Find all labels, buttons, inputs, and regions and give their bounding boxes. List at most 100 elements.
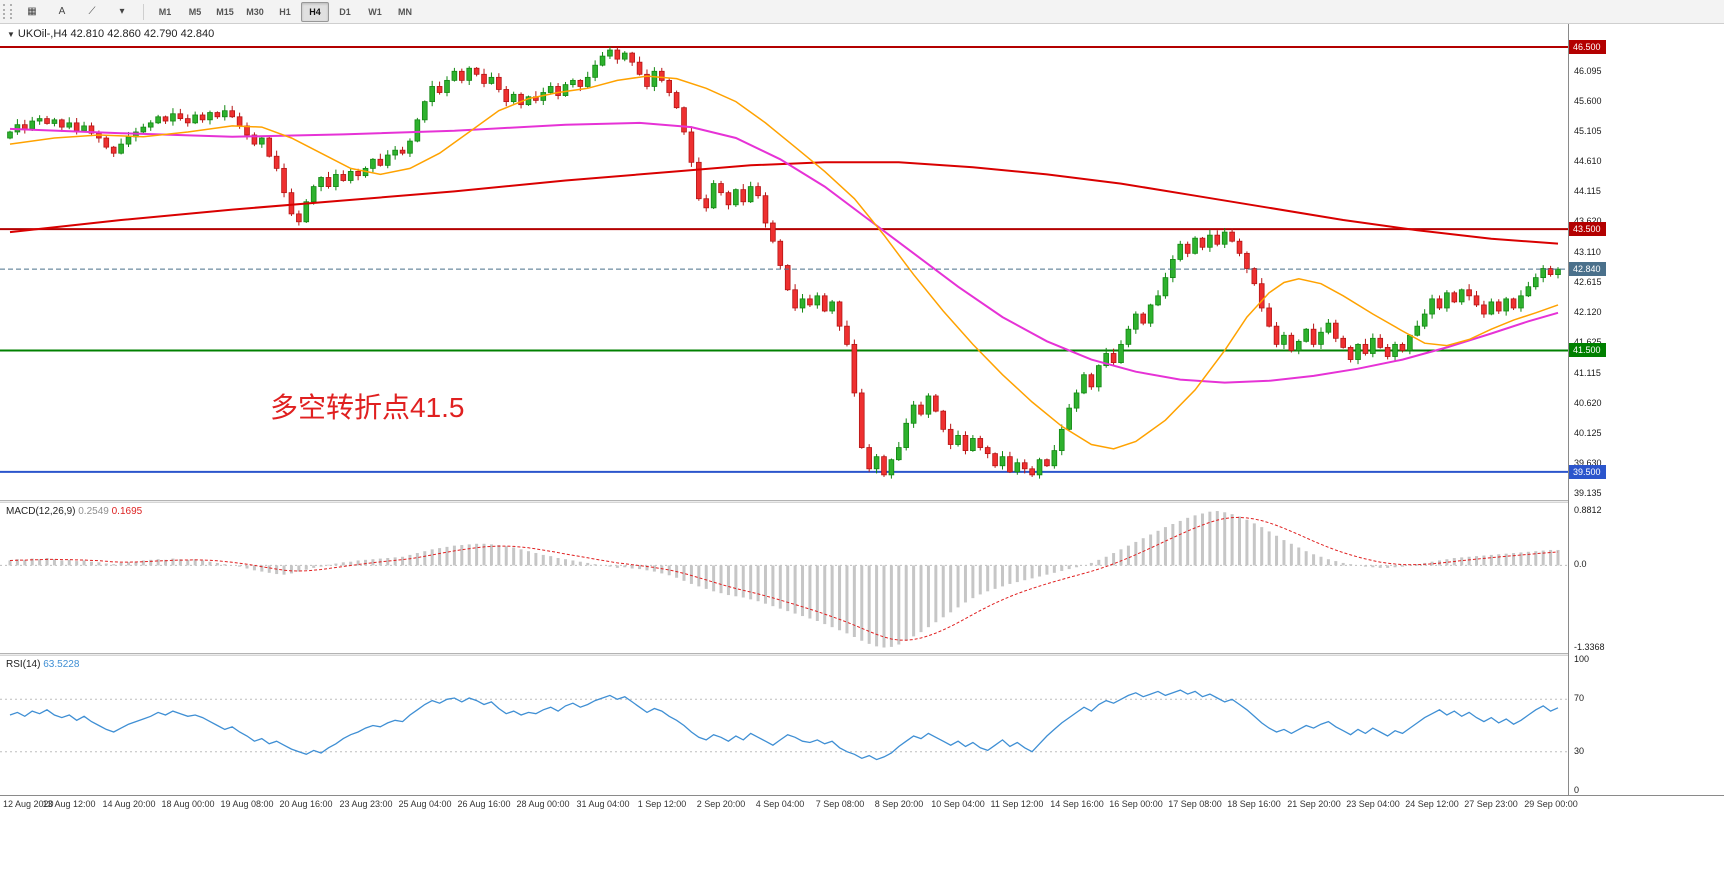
date-tick-label: 20 Aug 16:00: [279, 799, 333, 809]
rsi-axis-label: 0: [1574, 785, 1580, 795]
ma-fast-orange: [9, 75, 1559, 450]
date-tick-label: 24 Sep 12:00: [1405, 799, 1459, 809]
tf-button-w1[interactable]: W1: [368, 6, 382, 17]
main-chart-panel[interactable]: ▼ UKOil-,H4 42.810 42.860 42.790 42.840 多…: [0, 24, 1568, 500]
price-axis[interactable]: 46.095 45.600 45.105 44.610 44.115 43.620 43.1…: [1568, 24, 1724, 813]
price-tick-label: 41.625: [1574, 337, 1602, 347]
date-tick-label: 28 Aug 00:00: [516, 799, 570, 809]
candlestick-chart: [0, 46, 1568, 479]
ma-slow-red: [9, 161, 1559, 245]
rsi-name: RSI(14): [6, 659, 41, 670]
date-tick-label: 25 Aug 04:00: [398, 799, 452, 809]
macd-axis-label: 0.0: [1574, 559, 1587, 569]
date-tick-label: 13 Aug 12:00: [42, 799, 96, 809]
macd-main-value: 0.2549: [78, 506, 109, 517]
price-tick-label: 39.630: [1574, 458, 1602, 468]
price-tick-label: 45.105: [1574, 126, 1602, 136]
tf-button-m5[interactable]: M5: [188, 6, 202, 17]
rsi-axis-label: 30: [1574, 746, 1585, 756]
tf-button-m15[interactable]: M15: [216, 6, 234, 17]
date-tick-label: 11 Sep 12:00: [990, 799, 1044, 809]
ohlc-values: 42.810 42.860 42.790 42.840: [70, 28, 215, 40]
price-tick-label: 42.615: [1574, 277, 1602, 287]
macd-indicator-panel[interactable]: MACD(12,26,9) 0.2549 0.1695: [0, 503, 1568, 653]
price-tick-label: 44.610: [1574, 156, 1602, 166]
date-tick-label: 27 Sep 23:00: [1464, 799, 1518, 809]
date-tick-label: 12 Aug 2020: [3, 799, 54, 809]
rsi-value: 63.5228: [43, 659, 80, 670]
horizontal-lines[interactable]: [0, 46, 1568, 473]
symbol-period-label: UKOil-,H4: [17, 28, 68, 40]
price-tick-label: 40.620: [1574, 398, 1602, 408]
candles-layer: [7, 46, 1561, 479]
price-tick-label: 43.620: [1574, 216, 1602, 226]
chart-title: ▼ UKOil-,H4 42.810 42.860 42.790 42.840: [7, 28, 214, 40]
hline-price-badge: 39.500: [1569, 465, 1606, 479]
current-price-badge: 42.840: [1569, 262, 1606, 276]
macd-signal-value: 0.1695: [111, 506, 143, 517]
date-tick-label: 18 Aug 00:00: [161, 799, 215, 809]
price-tick-label: 43.110: [1574, 247, 1601, 257]
date-tick-label: 18 Sep 16:00: [1227, 799, 1281, 809]
macd-axis-label: 0.8812: [1574, 505, 1602, 515]
date-tick-label: 10 Sep 04:00: [931, 799, 985, 809]
draw-tools-icon[interactable]: ⟋: [88, 6, 96, 17]
macd-axis-label: -1.3368: [1574, 642, 1605, 652]
hline-price-badge: 43.500: [1569, 222, 1606, 236]
rsi-chart: [0, 689, 1568, 761]
date-tick-label: 1 Sep 12:00: [637, 799, 687, 809]
tf-button-d1[interactable]: D1: [339, 6, 351, 17]
date-tick-label: 16 Sep 00:00: [1109, 799, 1163, 809]
date-tick-label: 14 Sep 16:00: [1050, 799, 1104, 809]
hline-price-badge: 46.500: [1569, 40, 1606, 54]
date-tick-label: 23 Sep 04:00: [1346, 799, 1400, 809]
date-tick-label: 31 Aug 04:00: [576, 799, 630, 809]
date-tick-label: 8 Sep 20:00: [874, 799, 924, 809]
date-tick-label: 4 Sep 04:00: [755, 799, 805, 809]
macd-signal-line: [9, 516, 1559, 641]
toolbar-separator: [143, 3, 144, 20]
date-tick-label: 14 Aug 20:00: [102, 799, 156, 809]
macd-label: MACD(12,26,9) 0.2549 0.1695: [6, 506, 142, 517]
rsi-axis-label: 70: [1574, 693, 1585, 703]
dropdown-caret-icon[interactable]: ▾: [119, 6, 125, 17]
chart-text-annotation[interactable]: 多空转折点41.5: [270, 392, 465, 423]
tf-button-mn[interactable]: MN: [398, 6, 412, 17]
rsi-axis-label: 100: [1574, 654, 1590, 664]
tf-button-h4[interactable]: H4: [301, 1, 329, 22]
date-tick-label: 29 Sep 00:00: [1524, 799, 1578, 809]
price-tick-label: 39.135: [1574, 488, 1602, 498]
chart-window-icon[interactable]: ▦: [27, 6, 37, 17]
rsi-label: RSI(14) 63.5228: [6, 659, 79, 670]
tf-button-m30[interactable]: M30: [246, 6, 264, 17]
date-tick-label: 19 Aug 08:00: [220, 799, 274, 809]
one-click-collapse-icon[interactable]: ▼: [7, 30, 15, 39]
moving-averages: [9, 75, 1559, 450]
toolbar: ▦ A ⟋ ▾ M1 M5 M15 M30 H1 H4 D1 W1 MN: [0, 0, 1724, 24]
date-tick-label: 21 Sep 20:00: [1287, 799, 1341, 809]
ma-mid-magenta: [9, 121, 1559, 384]
hline-price-badge: 41.500: [1569, 343, 1606, 357]
tf-button-m1[interactable]: M1: [158, 6, 172, 17]
toolbar-drag-handle[interactable]: [3, 4, 12, 19]
tf-button-h1[interactable]: H1: [279, 6, 291, 17]
panel-splitter[interactable]: [0, 500, 1724, 503]
macd-chart: [0, 511, 1568, 648]
macd-name: MACD(12,26,9): [6, 506, 76, 517]
rsi-line: [9, 689, 1559, 761]
date-tick-label: 17 Sep 08:00: [1168, 799, 1222, 809]
price-tick-label: 45.600: [1574, 96, 1602, 106]
price-tick-label: 44.115: [1574, 186, 1601, 196]
price-tick-label: 42.120: [1574, 307, 1602, 317]
date-tick-label: 26 Aug 16:00: [457, 799, 511, 809]
crosshair-a-icon[interactable]: A: [58, 6, 66, 17]
price-tick-label: 40.125: [1574, 428, 1602, 438]
macd-histogram: [8, 511, 1560, 648]
time-axis[interactable]: 12 Aug 2020 13 Aug 12:00 14 Aug 20:00 18 Au…: [0, 795, 1724, 813]
price-tick-label: 41.115: [1574, 368, 1601, 378]
rsi-indicator-panel[interactable]: RSI(14) 63.5228: [0, 656, 1568, 795]
date-tick-label: 7 Sep 08:00: [815, 799, 865, 809]
panel-splitter[interactable]: [0, 653, 1724, 656]
date-tick-label: 23 Aug 23:00: [339, 799, 393, 809]
